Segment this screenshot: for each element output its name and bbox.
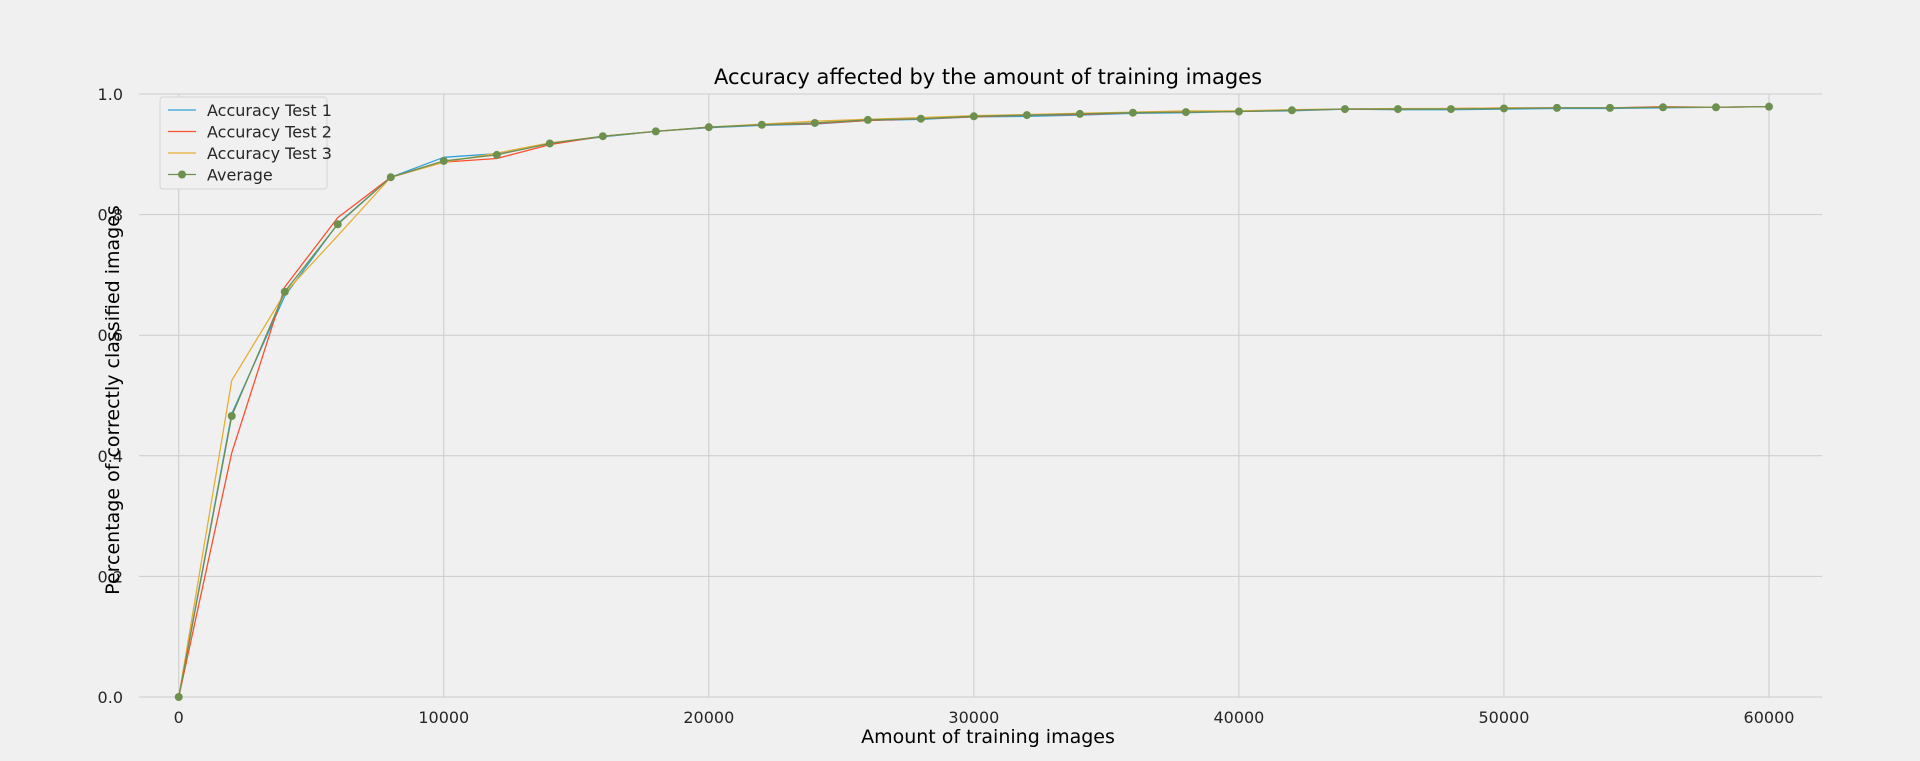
legend-items: Accuracy Test 1 Accuracy Test 2 Accuracy T… [168,101,332,185]
data-point-average [704,123,713,132]
y-tick-label: 1.0 [98,85,123,104]
data-point-average [1446,105,1455,114]
y-tick-label: 0.2 [98,567,123,586]
data-point-average [280,287,289,296]
legend-label: Accuracy Test 1 [207,101,332,120]
x-tick-label: 10000 [418,708,469,727]
data-point-average [227,412,236,421]
x-tick-label: 0 [174,708,184,727]
chart-title: Accuracy affected by the amount of train… [714,65,1262,89]
data-point-average [1287,106,1296,115]
grid-lines [139,93,1822,698]
data-point-average [545,139,554,148]
x-tick-label: 40000 [1213,708,1264,727]
data-point-average [439,156,448,165]
data-point-average [810,118,819,127]
legend-frame [159,96,328,190]
data-point-average [1658,103,1667,112]
series-lines [174,102,1773,701]
legend: Accuracy Test 1 Accuracy Test 2 Accuracy T… [159,96,332,190]
x-axis-title: Amount of training images [861,726,1115,748]
data-point-average [1022,111,1031,120]
data-point-average [386,173,395,182]
legend-item-accuracy-test-2: Accuracy Test 2 [168,123,332,142]
y-axis-title: Percentage of correctly classified image… [102,205,124,595]
data-point-average [174,693,183,701]
data-point-average [651,127,660,136]
x-tick-label: 60000 [1744,708,1795,727]
data-point-average [757,120,766,129]
data-point-average [1340,105,1349,114]
data-point-average [1711,103,1720,112]
x-tick-label: 20000 [683,708,734,727]
data-point-average [1605,103,1614,112]
y-tick-label: 0.6 [98,326,123,345]
y-tick-label: 0.0 [98,688,123,707]
tick-labels: 0.0 0.2 0.4 0.6 0.8 1.0 0 10000 20000 30000 40000 5… [98,85,1795,727]
data-point-average [916,114,925,123]
legend-marker [178,170,186,179]
data-point-average [969,112,978,121]
legend-item-average: Average [168,166,273,185]
data-point-average [333,220,342,229]
data-point-average [1764,102,1773,111]
legend-label: Accuracy Test 2 [207,123,332,142]
data-point-average [1499,104,1508,113]
y-tick-label: 0.8 [98,206,123,225]
data-point-average [492,150,501,159]
x-tick-label: 30000 [948,708,999,727]
legend-item-accuracy-test-1: Accuracy Test 1 [168,101,332,120]
legend-label: Accuracy Test 3 [207,144,332,163]
data-point-average [1234,107,1243,116]
y-tick-label: 0.4 [98,447,123,466]
data-point-average [598,132,607,141]
legend-item-accuracy-test-3: Accuracy Test 3 [168,144,332,163]
legend-label: Average [207,166,273,185]
data-point-average [1552,103,1561,112]
x-tick-label: 50000 [1478,708,1529,727]
data-point-average [1075,109,1084,118]
data-point-average [1181,108,1190,117]
data-point-average [1128,108,1137,117]
data-point-average [1393,105,1402,114]
data-point-average [863,115,872,124]
